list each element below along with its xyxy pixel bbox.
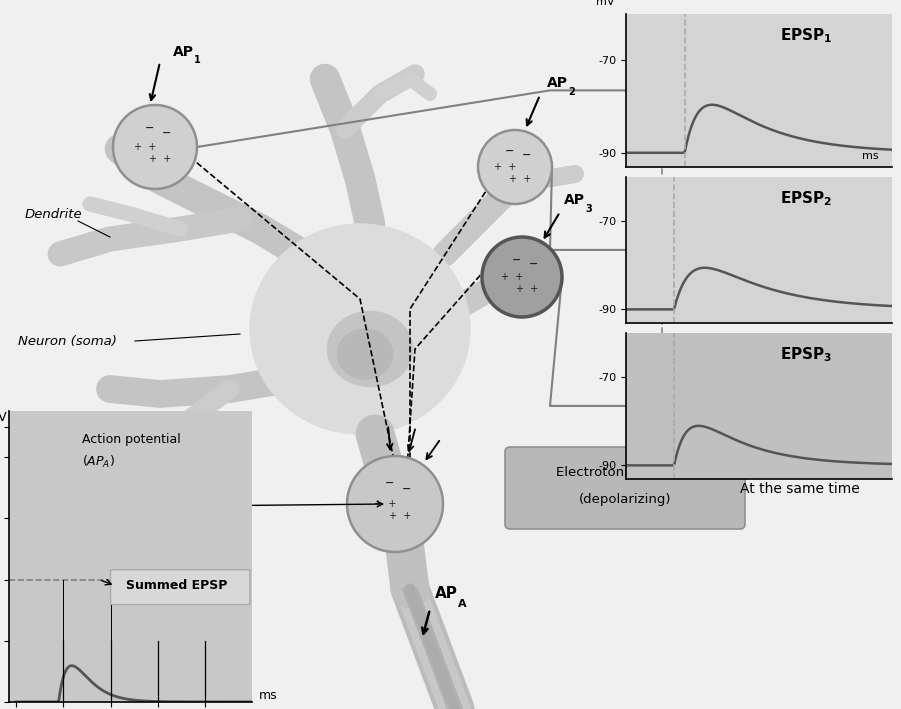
Text: 2: 2 <box>568 87 575 97</box>
FancyBboxPatch shape <box>111 570 250 605</box>
Text: −: − <box>513 255 522 264</box>
Circle shape <box>478 130 552 204</box>
Text: 3: 3 <box>585 204 592 214</box>
Text: At the same time: At the same time <box>740 482 860 496</box>
Text: Summed EPSP: Summed EPSP <box>126 579 227 592</box>
Text: −: − <box>529 259 539 269</box>
Text: ms: ms <box>259 689 278 702</box>
Text: −: − <box>523 150 532 160</box>
Text: AP: AP <box>173 45 194 59</box>
Text: $\mathbf{EPSP_3}$: $\mathbf{EPSP_3}$ <box>780 345 833 364</box>
Text: −: − <box>145 123 155 133</box>
Ellipse shape <box>338 329 393 379</box>
Ellipse shape <box>327 311 413 386</box>
Text: Action potential: Action potential <box>82 432 181 446</box>
Text: AP: AP <box>547 76 568 90</box>
Text: +  +: + + <box>509 174 531 184</box>
Circle shape <box>113 105 197 189</box>
Text: +  +: + + <box>501 272 523 282</box>
Text: AP: AP <box>435 586 458 601</box>
FancyBboxPatch shape <box>505 447 745 529</box>
Ellipse shape <box>250 224 470 434</box>
Text: 1: 1 <box>194 55 201 65</box>
Text: Axon: Axon <box>151 488 185 501</box>
Text: mV: mV <box>596 0 614 6</box>
Text: +  +: + + <box>149 154 171 164</box>
Text: $\mathbf{EPSP_1}$: $\mathbf{EPSP_1}$ <box>780 26 833 45</box>
Text: Dendrite: Dendrite <box>25 208 83 220</box>
Text: −: − <box>162 128 172 138</box>
Text: hillock: hillock <box>142 513 185 525</box>
Text: $\mathbf{EPSP_2}$: $\mathbf{EPSP_2}$ <box>780 189 833 208</box>
Text: (depolarizing): (depolarizing) <box>578 493 671 506</box>
Text: −: − <box>403 484 412 493</box>
Text: +  +: + + <box>494 162 516 172</box>
Text: AP: AP <box>564 193 585 207</box>
Text: ms: ms <box>862 150 878 160</box>
Text: −: − <box>505 145 514 155</box>
Circle shape <box>482 237 562 317</box>
Text: +  +: + + <box>374 499 396 509</box>
Text: +  +: + + <box>389 511 411 521</box>
Text: −: − <box>386 478 395 488</box>
Text: A: A <box>458 599 467 609</box>
Text: $(AP_A)$: $(AP_A)$ <box>82 454 115 470</box>
Text: Neuron (soma): Neuron (soma) <box>18 335 117 347</box>
Circle shape <box>347 456 443 552</box>
Text: Electrotonic currents: Electrotonic currents <box>556 466 695 479</box>
Text: mV: mV <box>0 411 8 424</box>
Text: +  +: + + <box>134 142 156 152</box>
Text: +  +: + + <box>516 284 538 294</box>
